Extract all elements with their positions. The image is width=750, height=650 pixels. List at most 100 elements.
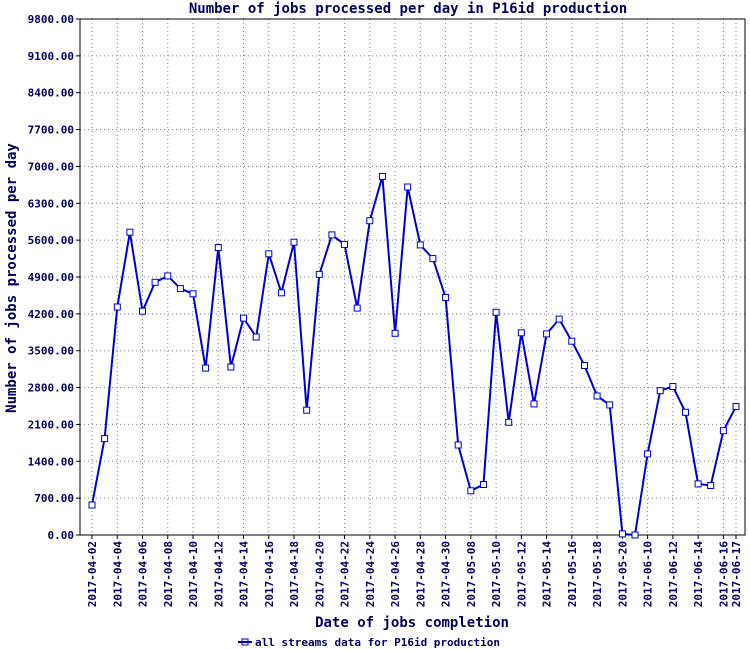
y-axis-title: Number of jobs processed per day xyxy=(4,143,20,413)
x-tick-label: 2017-04-04 xyxy=(111,541,124,608)
y-tick-label: 9800.00 xyxy=(28,13,74,26)
x-tick-label: 2017-04-18 xyxy=(288,541,301,607)
x-tick-label: 2017-04-14 xyxy=(238,541,251,608)
data-point xyxy=(176,285,184,293)
x-tick-label: 2017-04-24 xyxy=(364,541,377,608)
x-tick-label: 2017-04-10 xyxy=(187,541,200,607)
data-point xyxy=(189,290,197,298)
data-point xyxy=(517,329,525,337)
data-point xyxy=(631,531,639,539)
data-point xyxy=(240,314,247,322)
data-point xyxy=(151,278,159,286)
y-tick-label: 3500.00 xyxy=(28,345,74,358)
x-tick-label: 2017-05-08 xyxy=(465,541,478,607)
data-point xyxy=(341,240,348,248)
tick-labels: 0.00 700.00 1400.00 2100.00 2800.00 3500.00 42… xyxy=(28,13,743,607)
data-point xyxy=(366,217,374,225)
x-tick-label: 2017-05-16 xyxy=(566,541,579,608)
x-tick-label: 2017-04-12 xyxy=(212,541,225,607)
y-tick-label: 9100.00 xyxy=(28,50,74,63)
data-point xyxy=(707,482,715,489)
data-point xyxy=(164,272,172,280)
x-tick-label: 2017-04-16 xyxy=(263,541,276,608)
x-tick-label: 2017-04-28 xyxy=(414,541,427,607)
x-axis-title: Date of jobs completion xyxy=(315,615,509,631)
data-point xyxy=(126,228,134,236)
x-tick-label: 2017-06-10 xyxy=(642,541,655,607)
data-point xyxy=(113,303,121,311)
data-point xyxy=(505,418,513,426)
data-point xyxy=(618,530,626,538)
legend-square-marker xyxy=(241,638,249,646)
data-point xyxy=(593,392,601,400)
data-point xyxy=(530,400,538,408)
y-tick-label: 1400.00 xyxy=(28,455,74,468)
grid-lines xyxy=(80,19,745,535)
data-point xyxy=(543,330,551,338)
axes xyxy=(76,18,746,539)
y-tick-label: 5600.00 xyxy=(28,234,74,247)
data-point xyxy=(214,244,222,251)
data-point xyxy=(719,427,727,435)
data-point xyxy=(353,304,361,312)
data-point xyxy=(555,315,563,323)
data-point xyxy=(139,307,146,315)
data-point xyxy=(429,255,437,263)
x-tick-label: 2017-05-18 xyxy=(591,541,604,607)
series-line xyxy=(91,175,737,536)
x-tick-label: 2017-05-20 xyxy=(616,541,629,607)
y-tick-label: 7700.00 xyxy=(28,124,74,137)
x-tick-label: 2017-04-22 xyxy=(339,541,352,607)
data-point xyxy=(682,408,689,416)
y-tick-label: 2100.00 xyxy=(28,418,74,431)
data-point xyxy=(315,270,323,278)
x-tick-label: 2017-06-16 xyxy=(717,541,730,608)
chart-title: Number of jobs processed per day in P16i… xyxy=(189,1,627,17)
data-point xyxy=(442,294,450,301)
data-point xyxy=(656,387,664,395)
x-tick-label: 2017-06-17 xyxy=(730,541,743,607)
y-tick-label: 0.00 xyxy=(48,529,75,542)
data-point xyxy=(492,308,500,316)
data-point xyxy=(391,329,399,337)
data-point xyxy=(581,362,588,369)
data-point xyxy=(669,383,677,390)
y-tick-label: 7000.00 xyxy=(28,160,74,173)
data-point xyxy=(606,401,614,409)
x-tick-label: 2017-04-06 xyxy=(137,541,150,608)
data-point xyxy=(568,337,576,345)
data-point xyxy=(202,364,210,372)
y-tick-label: 4200.00 xyxy=(28,308,74,321)
y-tick-label: 8400.00 xyxy=(28,87,74,100)
x-tick-label: 2017-06-14 xyxy=(692,541,705,608)
x-tick-label: 2017-04-26 xyxy=(389,541,402,608)
data-point xyxy=(265,250,273,258)
x-tick-label: 2017-04-30 xyxy=(440,541,453,607)
x-tick-label: 2017-04-02 xyxy=(86,541,99,607)
data-point xyxy=(467,487,475,495)
x-tick-label: 2017-06-12 xyxy=(667,541,680,607)
data-point xyxy=(277,289,285,297)
x-tick-label: 2017-04-08 xyxy=(162,541,175,607)
x-tick-label: 2017-04-20 xyxy=(313,541,326,607)
data-point xyxy=(88,501,96,509)
data-point xyxy=(227,363,235,371)
legend: all streams data for P16id production xyxy=(238,636,500,649)
x-tick-label: 2017-05-10 xyxy=(490,541,503,607)
data-point xyxy=(732,403,740,410)
data-point xyxy=(101,435,109,443)
data-point xyxy=(252,333,260,341)
x-tick-label: 2017-05-14 xyxy=(541,541,554,608)
data-point xyxy=(378,172,386,180)
y-tick-label: 6300.00 xyxy=(28,197,74,210)
data-point xyxy=(328,231,336,239)
data-point xyxy=(404,183,412,191)
data-point xyxy=(290,238,298,246)
data-point xyxy=(694,480,702,488)
x-tick-label: 2017-05-12 xyxy=(515,541,528,607)
y-tick-label: 2800.00 xyxy=(28,382,74,395)
y-tick-label: 4900.00 xyxy=(28,271,74,284)
series-group xyxy=(88,172,740,539)
